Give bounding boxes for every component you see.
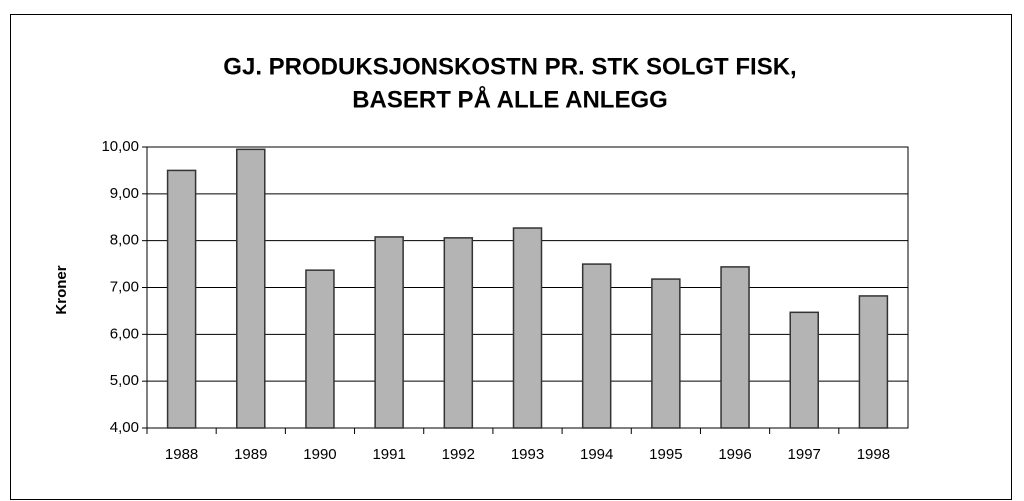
bar <box>720 266 750 429</box>
x-tick-label: 1995 <box>649 446 682 463</box>
bar <box>512 227 543 429</box>
y-tick-label: 4,00 <box>110 419 139 436</box>
bar <box>305 269 335 429</box>
y-axis-label: Kroner <box>53 265 70 314</box>
x-tick-label: 1990 <box>303 446 336 463</box>
x-tick-label: 1991 <box>372 446 405 463</box>
x-tick-label: 1992 <box>442 446 475 463</box>
y-tick-label: 7,00 <box>110 278 139 295</box>
chart-title: BASERT PÅ ALLE ANLEGG <box>352 85 668 113</box>
bar <box>858 295 889 429</box>
bar <box>236 148 266 429</box>
x-tick-label: 1996 <box>718 446 751 463</box>
y-tick-label: 9,00 <box>110 185 139 202</box>
x-tick-label: 1993 <box>511 446 544 463</box>
y-tick-label: 6,00 <box>110 325 139 342</box>
x-tick-label: 1988 <box>165 446 198 463</box>
bar <box>581 263 612 429</box>
bar <box>789 311 819 429</box>
y-tick-label: 5,00 <box>110 372 139 389</box>
x-tick-label: 1994 <box>580 446 613 463</box>
bar <box>166 169 197 429</box>
bar <box>651 278 681 429</box>
bar <box>443 237 474 429</box>
chart-title: GJ. PRODUKSJONSKOSTN PR. STK SOLGT FISK, <box>223 53 796 80</box>
y-tick-label: 10,00 <box>101 138 139 155</box>
x-tick-label: 1989 <box>234 446 267 463</box>
chart-frame <box>10 14 1012 500</box>
bar <box>374 236 404 429</box>
x-tick-label: 1998 <box>857 446 890 463</box>
x-tick-label: 1997 <box>788 446 821 463</box>
y-tick-label: 8,00 <box>110 232 139 249</box>
